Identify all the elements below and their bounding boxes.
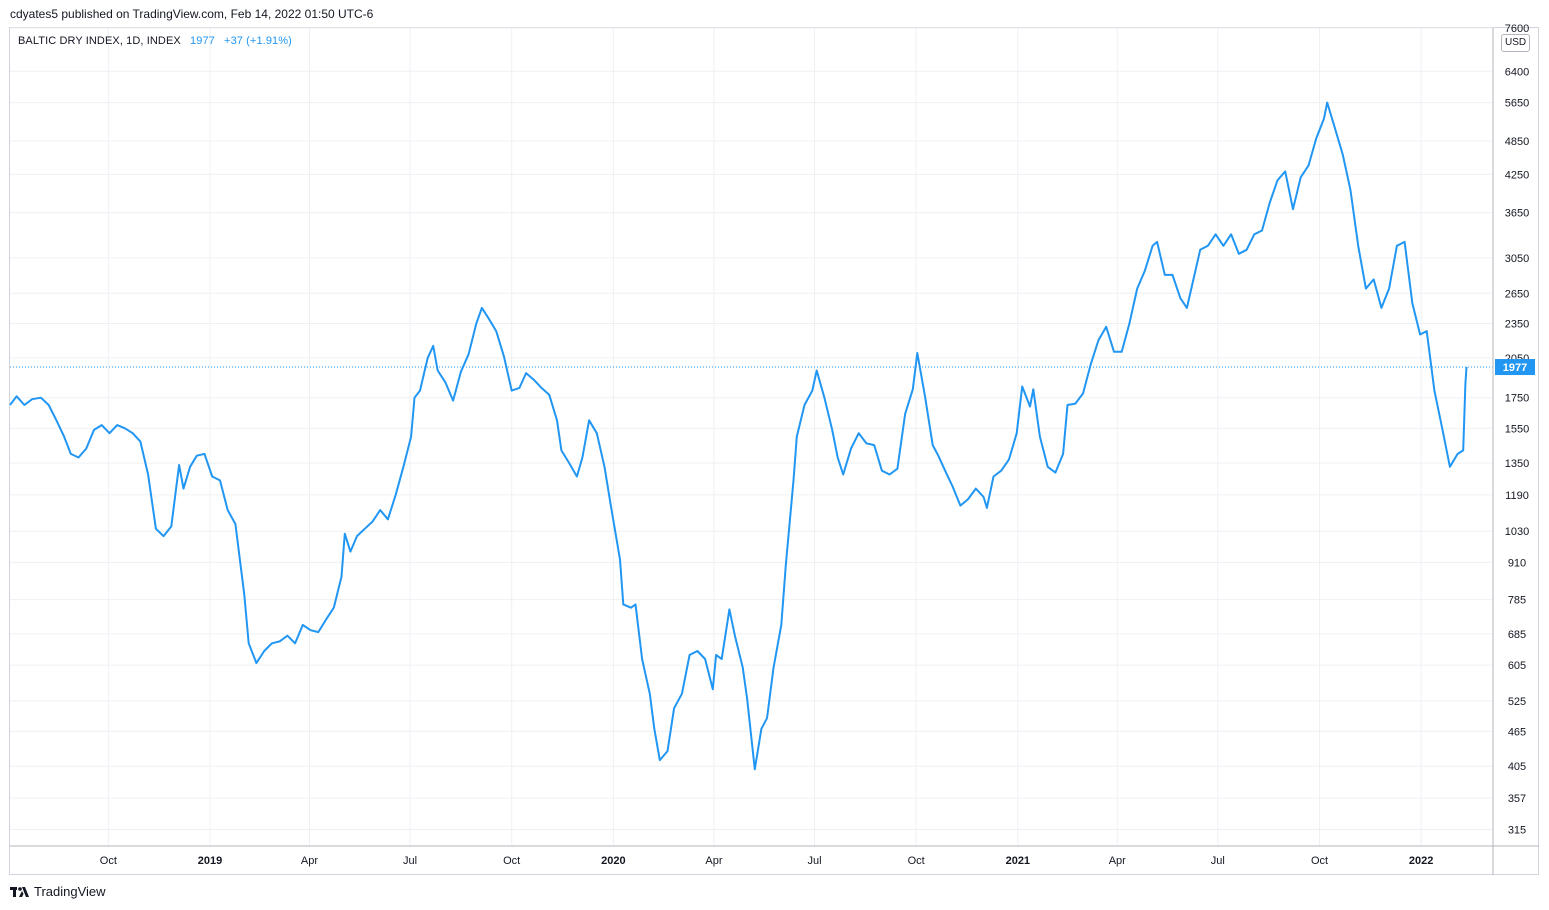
grid-layer (10, 27, 1493, 846)
x-tick-label: 2019 (198, 855, 222, 867)
y-tick-label: 785 (1508, 595, 1526, 607)
y-tick-label: 405 (1508, 761, 1526, 773)
x-tick-label: Oct (908, 855, 925, 867)
x-tick-label: Jul (807, 855, 821, 867)
x-tick-label: Apr (301, 855, 318, 867)
y-tick-label: 3050 (1505, 253, 1529, 265)
y-tick-label: 910 (1508, 557, 1526, 569)
y-tick-label: 1190 (1505, 490, 1529, 502)
y-tick-label: 1750 (1505, 393, 1529, 405)
legend-change: +37 (+1.91%) (224, 35, 292, 47)
y-tick-label: 685 (1508, 629, 1526, 641)
last-price-tag-label: 1977 (1503, 362, 1527, 374)
y-tick-label: 465 (1508, 726, 1526, 738)
series-line-layer (9, 101, 1493, 771)
x-tick-label: Oct (100, 855, 117, 867)
y-tick-label: 525 (1508, 696, 1526, 708)
x-tick-label: Oct (503, 855, 520, 867)
x-tick-label: Jul (403, 855, 417, 867)
x-tick-label: 2022 (1409, 855, 1433, 867)
x-tick-label: Apr (705, 855, 722, 867)
x-tick-label: 2020 (601, 855, 625, 867)
x-tick-label: 2021 (1006, 855, 1030, 867)
y-tick-label: 1030 (1505, 526, 1529, 538)
y-tick-label: 1550 (1505, 423, 1529, 435)
axes-layer: 7600640056504850425036503050265023502050… (10, 23, 1539, 875)
y-tick-label: 315 (1508, 824, 1526, 836)
currency-button[interactable]: USD (1501, 34, 1531, 52)
y-tick-label: 6400 (1505, 66, 1529, 78)
y-tick-label: 7600 (1505, 23, 1529, 35)
y-tick-label: 4250 (1505, 169, 1529, 181)
x-tick-label: Apr (1109, 855, 1126, 867)
published-caption: cdyates5 published on TradingView.com, F… (10, 7, 374, 21)
footer-brand-label: TradingView (34, 884, 106, 899)
x-tick-label: Jul (1211, 855, 1225, 867)
y-tick-label: 2650 (1505, 288, 1529, 300)
y-tick-label: 2350 (1505, 319, 1529, 331)
last-price-tag (1495, 359, 1535, 376)
y-tick-label: 5650 (1505, 98, 1529, 110)
y-tick-label: 605 (1508, 660, 1526, 672)
legend-last-price: 1977 (190, 35, 215, 47)
series-line (9, 101, 1468, 771)
legend-symbol: BALTIC DRY INDEX, 1D, INDEX (18, 35, 181, 47)
x-tick-label: Oct (1311, 855, 1328, 867)
footer-branding[interactable]: TradingView (10, 884, 106, 899)
y-tick-label: 357 (1508, 793, 1526, 805)
y-tick-label: 4850 (1505, 136, 1529, 148)
y-tick-label: 3650 (1505, 208, 1529, 220)
chart-legend: BALTIC DRY INDEX, 1D, INDEX 1977 +37 (+1… (18, 35, 292, 47)
y-tick-label: 1350 (1505, 458, 1529, 470)
tradingview-logo-icon (10, 886, 29, 897)
